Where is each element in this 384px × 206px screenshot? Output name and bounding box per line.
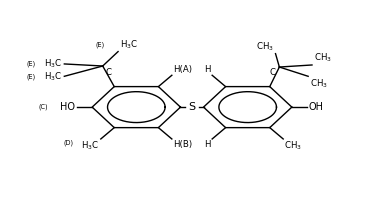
Text: $\mathsf{H_3C}$: $\mathsf{H_3C}$ [44, 70, 62, 83]
Text: C: C [270, 68, 275, 77]
Text: HO: HO [60, 102, 75, 112]
Text: $\mathsf{CH_3}$: $\mathsf{CH_3}$ [314, 52, 332, 64]
Text: $\mathsf{CH_3}$: $\mathsf{CH_3}$ [284, 140, 302, 152]
Text: S: S [189, 102, 195, 112]
Text: C: C [106, 68, 112, 77]
Text: (C): (C) [38, 104, 48, 110]
Text: (E): (E) [26, 61, 35, 67]
Text: $\mathsf{H_3C}$: $\mathsf{H_3C}$ [44, 58, 62, 70]
Text: (E): (E) [95, 42, 104, 48]
Text: H: H [205, 65, 211, 74]
Text: (D): (D) [64, 140, 74, 146]
Text: H(A): H(A) [173, 65, 192, 74]
Text: $\mathsf{H_3C}$: $\mathsf{H_3C}$ [81, 140, 99, 152]
Text: H(B): H(B) [173, 140, 192, 149]
Text: $\mathsf{H_3C}$: $\mathsf{H_3C}$ [120, 38, 138, 50]
Text: (E): (E) [26, 73, 35, 80]
Text: OH: OH [309, 102, 324, 112]
Text: $\mathsf{CH_3}$: $\mathsf{CH_3}$ [256, 40, 273, 53]
Text: $\mathsf{CH_3}$: $\mathsf{CH_3}$ [310, 77, 328, 90]
Text: H: H [205, 140, 211, 149]
